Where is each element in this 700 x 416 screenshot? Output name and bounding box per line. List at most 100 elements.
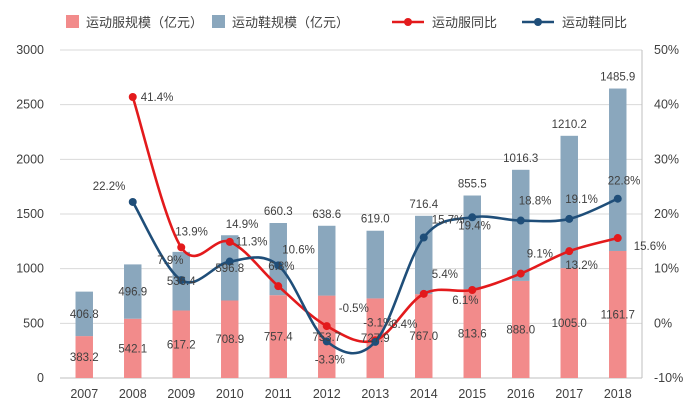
apparel-yoy-label: -3.1% [363,317,393,329]
data-labels: 383.2 406.8 542.1 496.9 617.2 536.4 708.9 596.8… [70,72,667,367]
footwear-yoy-point [128,197,137,206]
footwear-yoy-point [468,213,477,222]
y-right-tick-label: -10% [654,371,683,385]
footwear-yoy-label: 22.2% [93,181,126,193]
bar-apparel-label: 767.0 [409,331,438,343]
x-tick-label: 2008 [119,387,147,401]
bar-apparel-label: 542.1 [118,343,147,355]
x-tick-label: 2011 [265,387,292,401]
bar-footwear-label: 496.9 [118,287,147,299]
x-tick-label: 2018 [604,387,632,401]
footwear-yoy-label: 18.8% [519,196,552,208]
bar-footwear-label: 855.5 [458,179,487,191]
apparel-yoy-label: 15.6% [634,241,667,253]
apparel-yoy-point [225,237,234,246]
footwear-yoy-label: -3.3% [315,354,345,366]
footwear-yoy-label: 7.9% [157,255,183,267]
footwear-yoy-point [613,194,622,203]
y-right-tick-label: 40% [654,98,679,112]
bar-apparel-label: 383.2 [70,352,99,364]
bar-footwear-label: 536.4 [167,276,196,288]
bar-footwear-label: 406.8 [70,309,99,321]
bar-footwear-label: 716.4 [409,199,438,211]
bar-apparel-label: 708.9 [215,334,244,346]
apparel-yoy-point [322,322,331,331]
legend-marker [534,18,542,26]
bar-footwear-label: 619.0 [361,214,390,226]
gridlines [60,49,642,324]
bar-footwear [318,225,336,296]
footwear-yoy-point [177,276,186,285]
y-right-tick-label: 10% [654,262,679,276]
bar-footwear [512,169,530,281]
legend: 运动服规模（亿元） 运动鞋规模（亿元） 运动服同比 运动鞋同比 [66,15,627,30]
footwear-yoy-label: 19.4% [458,220,491,232]
x-tick-label: 2009 [167,387,195,401]
bar-apparel-label: 617.2 [167,339,196,351]
bar-apparel-label: 813.6 [458,329,487,341]
x-tick-label: 2017 [555,387,583,401]
y-left-tick-label: 1500 [16,207,44,221]
footwear-yoy-label: 11.3% [236,237,268,249]
bar-footwear-label: 638.6 [312,209,341,221]
bar-footwear [366,230,384,299]
x-tick-label: 2014 [410,387,438,401]
x-tick-label: 2015 [458,387,486,401]
footwear-yoy-point [516,216,525,225]
apparel-yoy-point [128,93,137,102]
apparel-yoy-label: 5.4% [432,269,458,281]
y-right-tick-label: 50% [654,43,679,57]
bar-apparel [318,295,336,378]
bar-footwear [221,235,239,301]
legend-label: 运动鞋规模（亿元） [232,15,349,30]
apparel-yoy-label: 6.8% [268,261,294,273]
apparel-yoy-point [274,282,283,291]
apparel-yoy-label: 6.1% [452,295,478,307]
legend-swatch [66,15,79,28]
bar-apparel-label: 1161.7 [601,309,635,321]
apparel-yoy-point [177,243,186,252]
x-tick-label: 2012 [313,387,341,401]
bar-footwear [415,215,433,295]
y-left-tick-label: 500 [23,316,44,330]
apparel-yoy-label: 9.1% [527,249,553,261]
line-series [128,93,622,355]
apparel-yoy-label: -0.5% [339,303,369,315]
legend-swatch [212,15,225,28]
x-tick-label: 2016 [507,387,535,401]
x-tick-label: 2010 [216,387,244,401]
bar-footwear-label: 1016.3 [503,153,538,165]
footwear-yoy-point [322,337,331,346]
bar-footwear-label: 596.8 [215,263,244,275]
footwear-yoy-point [419,233,428,242]
legend-label: 运动服规模（亿元） [86,15,203,30]
bar-apparel [415,294,433,378]
bar-apparel-label: 727.9 [361,333,390,345]
bar-apparel [75,336,93,378]
apparel-yoy-point [516,269,525,278]
footwear-yoy-label: 22.8% [608,176,641,188]
bar-footwear [463,195,481,290]
y-left-tick-label: 0 [37,371,44,385]
apparel-yoy-label: 13.2% [565,260,598,272]
y-left-tick-label: 2500 [16,98,44,112]
bar-apparel [463,289,481,378]
y-left-tick-label: 2000 [16,152,44,166]
apparel-yoy-point [468,285,477,294]
footwear-yoy-point [274,261,283,270]
bar-footwear [75,291,93,337]
bar-apparel [124,318,142,378]
footwear-yoy-point [371,337,380,346]
y-left-tick-label: 1000 [16,262,44,276]
bar-footwear-label: 1485.9 [600,72,635,84]
y-right-tick-label: 0% [654,316,672,330]
apparel-yoy-label: 14.9% [226,219,259,231]
bar-footwear [560,135,578,269]
apparel-yoy-label: 41.4% [141,92,174,104]
bar-apparel [221,300,239,378]
bar-apparel-label: 753.7 [312,332,341,344]
apparel-yoy-label: 13.9% [175,226,208,238]
bar-apparel [269,295,287,378]
bar-series [75,88,627,378]
